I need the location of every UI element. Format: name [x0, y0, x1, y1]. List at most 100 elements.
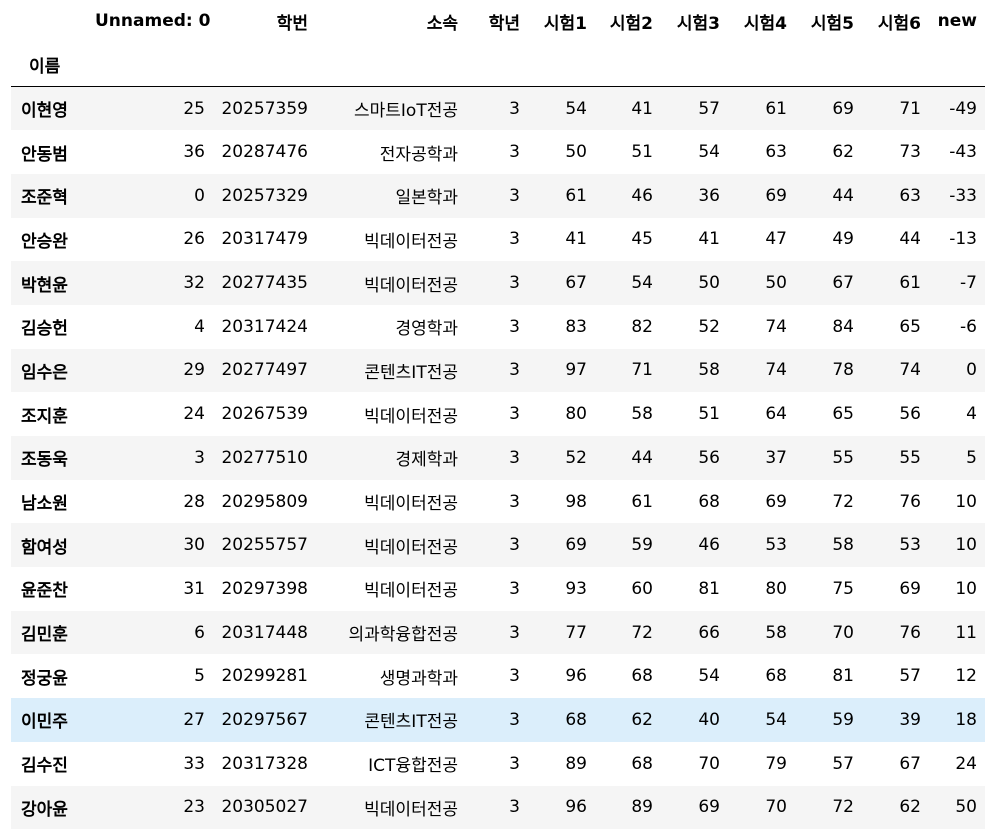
table-cell: 0: [194, 185, 205, 206]
table-cell: 53: [765, 535, 787, 556]
table-cell: 80: [765, 578, 787, 599]
table-cell: 72: [832, 797, 854, 818]
row-index-name: 조지훈: [21, 406, 68, 427]
table-cell: 경영학과: [395, 319, 458, 340]
table-cell: 44: [832, 185, 854, 206]
table-cell: 52: [698, 316, 720, 337]
row-index-name: 임수은: [21, 362, 68, 383]
table-cell: 93: [565, 578, 587, 599]
table-cell: 57: [832, 753, 854, 774]
table-row: 남소원 28 20295809 빅데이터전공 3 98 61 68 69 72 76 10: [11, 479, 985, 524]
table-cell: 41: [631, 98, 653, 119]
row-index-name: 윤준찬: [21, 581, 68, 602]
table-cell: 60: [631, 578, 653, 599]
table-cell: 64: [765, 404, 787, 425]
column-header: 시험2: [609, 13, 653, 34]
table-cell: 57: [698, 98, 720, 119]
table-cell: 20297567: [221, 709, 308, 730]
column-header: 소속: [426, 13, 458, 34]
table-cell: 81: [832, 666, 854, 687]
row-index-name: 정궁윤: [21, 668, 68, 689]
table-cell: 61: [899, 273, 921, 294]
column-header: Unnamed: 0: [95, 11, 211, 31]
table-cell: 45: [631, 229, 653, 250]
table-cell: 47: [765, 229, 787, 250]
row-index-name: 김수진: [21, 756, 68, 777]
table-cell: 67: [832, 273, 854, 294]
table-body: 이현영 25 20257359 스마트IoT전공 3 54 41 57 61 69 71 -49 안동범…: [11, 86, 985, 830]
table-cell: 79: [765, 753, 787, 774]
table-cell: 72: [832, 491, 854, 512]
table-cell: 58: [832, 535, 854, 556]
table-cell: 67: [565, 273, 587, 294]
table-row: 임수은 29 20277497 콘텐츠IT전공 3 97 71 58 74 78 74 0: [11, 348, 985, 393]
table-cell: 3: [509, 797, 520, 818]
row-index-name: 강아윤: [21, 799, 68, 820]
row-index-name: 조동욱: [21, 450, 68, 471]
table-cell: 20277510: [221, 447, 308, 468]
column-header: 학년: [488, 13, 520, 34]
table-row: 박현윤 32 20277435 빅데이터전공 3 67 54 50 50 67 61 -7: [11, 261, 985, 305]
table-row: 이현영 25 20257359 스마트IoT전공 3 54 41 57 61 69 71 -49: [11, 86, 985, 131]
table-cell: 70: [698, 753, 720, 774]
table-cell: 빅데이터전공: [364, 406, 458, 427]
table-cell: 10: [955, 578, 977, 599]
table-cell: 3: [509, 316, 520, 337]
table-cell: 52: [565, 447, 587, 468]
table-cell: 69: [899, 578, 921, 599]
table-cell: 54: [565, 98, 587, 119]
table-cell: 55: [899, 447, 921, 468]
table-cell: 36: [183, 142, 205, 163]
table-cell: 20277497: [221, 360, 308, 381]
table-cell: 59: [631, 535, 653, 556]
table-cell: 74: [899, 360, 921, 381]
table-cell: 10: [955, 491, 977, 512]
table-cell: 75: [832, 578, 854, 599]
table-cell: 20317328: [221, 753, 308, 774]
table-cell: 3: [509, 273, 520, 294]
table-cell: 96: [565, 666, 587, 687]
index-header-row: 이름: [11, 42, 985, 87]
table-cell: 3: [509, 404, 520, 425]
table-cell: 3: [509, 447, 520, 468]
table-cell: 27: [183, 709, 205, 730]
table-cell: 71: [899, 98, 921, 119]
table-row: 안동범 36 20287476 전자공학과 3 50 51 54 63 62 73 -43: [11, 130, 985, 174]
table-cell: 빅데이터전공: [364, 537, 458, 558]
table-cell: 의과학융합전공: [348, 625, 458, 646]
table-cell: 11: [955, 622, 977, 643]
table-cell: 20267539: [221, 404, 308, 425]
table-cell: -43: [949, 142, 977, 163]
table-cell: 46: [631, 185, 653, 206]
table-cell: 39: [899, 709, 921, 730]
column-header: 학번: [276, 13, 308, 34]
table-row: 김승헌 4 20317424 경영학과 3 83 82 52 74 84 65 -6: [11, 304, 985, 349]
table-cell: 20257329: [221, 185, 308, 206]
table-cell: 3: [509, 709, 520, 730]
table-cell: 31: [183, 578, 205, 599]
table-cell: 63: [899, 185, 921, 206]
row-index-name: 이현영: [21, 101, 68, 122]
column-header: 시험4: [743, 13, 787, 34]
table-cell: 36: [698, 185, 720, 206]
table-cell: 24: [183, 404, 205, 425]
table-cell: 41: [698, 229, 720, 250]
table-cell: 콘텐츠IT전공: [364, 362, 458, 383]
table-cell: 빅데이터전공: [364, 799, 458, 820]
table-cell: 29: [183, 360, 205, 381]
table-cell: 24: [955, 753, 977, 774]
dataframe-table: Unnamed: 0 학번 소속 학년 시험1 시험2 시험3 시험4 시험5 …: [11, 0, 985, 830]
table-cell: 77: [565, 622, 587, 643]
table-cell: 62: [631, 709, 653, 730]
table-cell: 55: [832, 447, 854, 468]
table-cell: 69: [565, 535, 587, 556]
table-cell: 경제학과: [395, 450, 458, 471]
table-cell: 20287476: [221, 142, 308, 163]
table-cell: 20257359: [221, 98, 308, 119]
table-cell: 80: [565, 404, 587, 425]
table-cell: 71: [631, 360, 653, 381]
table-cell: 25: [183, 98, 205, 119]
table-cell: 61: [765, 98, 787, 119]
table-cell: 44: [899, 229, 921, 250]
table-cell: 58: [765, 622, 787, 643]
